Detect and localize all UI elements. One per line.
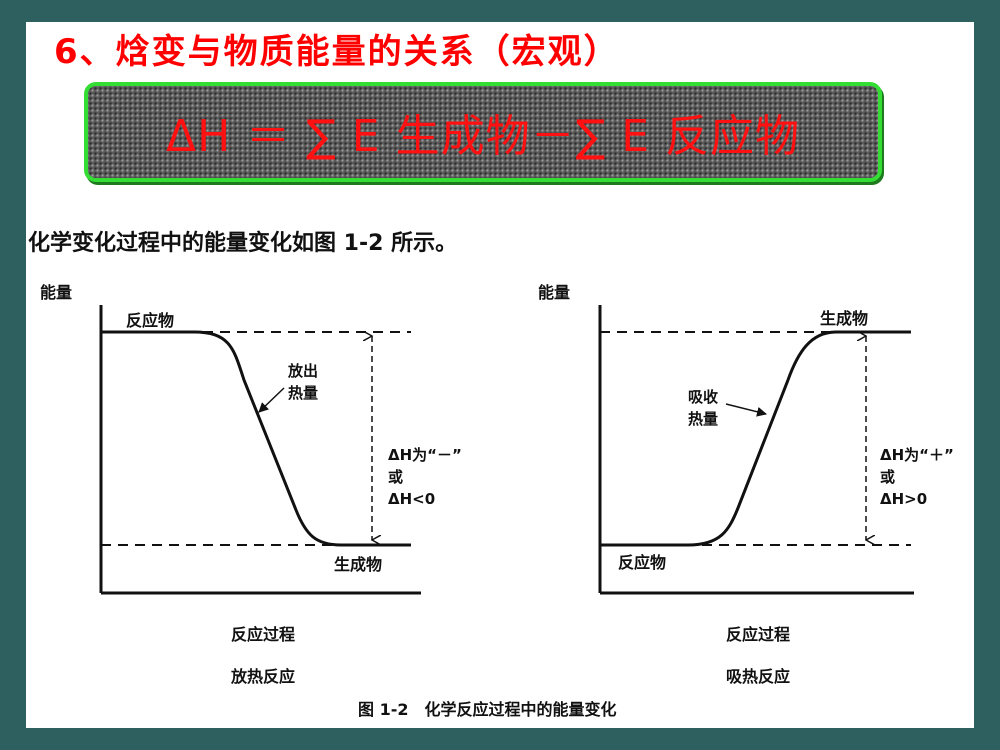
right-heat-pointer — [725, 403, 767, 417]
slide-title: 6、焓变与物质能量的关系（宏观） — [54, 32, 620, 72]
left-heat-label-2: 热量 — [288, 384, 318, 402]
right-delta-h-label-2: 或 — [880, 468, 895, 486]
right-delta-h-label-1: ΔH为“＋” — [880, 446, 954, 464]
left-delta-h-label-3: ΔH<0 — [388, 490, 435, 508]
enthalpy-formula: ΔH ＝ ∑ E 生成物－∑ E 反应物 — [165, 111, 800, 162]
right-x-axis-label: 反应过程 — [726, 625, 790, 644]
left-heat-pointer — [258, 387, 285, 413]
right-product-label: 生成物 — [820, 309, 868, 328]
exothermic-diagram: 能量 反应物 放出 热量 ΔH为“－” 或 ΔH<0 生成物 反应过程 放热反应 — [40, 283, 462, 686]
left-delta-h-label-1: ΔH为“－” — [388, 446, 462, 464]
endothermic-diagram: 能量 生成物 吸收 热量 ΔH为“＋” 或 ΔH>0 反应物 反应过程 吸热反应 — [538, 283, 954, 686]
left-product-label: 生成物 — [334, 555, 382, 574]
left-heat-label-1: 放出 — [287, 362, 318, 380]
right-delta-h-label-3: ΔH>0 — [880, 490, 927, 508]
right-y-axis-label: 能量 — [538, 283, 570, 302]
intro-text: 化学变化过程中的能量变化如图 1-2 所示。 — [28, 230, 457, 256]
slide: 6、焓变与物质能量的关系（宏观） ΔH ＝ ∑ E 生成物－∑ E 反应物 化学… — [26, 22, 974, 728]
textbook-scan: 化学变化过程中的能量变化如图 1-2 所示。 能量 反应物 放出 热量 — [26, 190, 974, 728]
left-energy-curve — [101, 330, 411, 547]
figure-caption: 图 1-2 化学反应过程中的能量变化 — [358, 700, 616, 719]
right-reactant-label: 反应物 — [618, 553, 666, 572]
right-heat-label-1: 吸收 — [688, 388, 718, 406]
formula-box: ΔH ＝ ∑ E 生成物－∑ E 反应物 — [84, 82, 882, 182]
left-x-axis-label: 反应过程 — [231, 625, 295, 644]
left-reactant-label: 反应物 — [126, 311, 174, 330]
energy-diagrams: 化学变化过程中的能量变化如图 1-2 所示。 能量 反应物 放出 热量 — [28, 230, 954, 719]
left-reaction-type: 放热反应 — [230, 667, 295, 686]
right-energy-curve — [600, 330, 911, 547]
left-delta-h-label-2: 或 — [388, 468, 403, 486]
left-y-axis-label: 能量 — [40, 283, 72, 302]
right-reaction-type: 吸热反应 — [726, 667, 790, 686]
right-heat-label-2: 热量 — [688, 410, 718, 428]
